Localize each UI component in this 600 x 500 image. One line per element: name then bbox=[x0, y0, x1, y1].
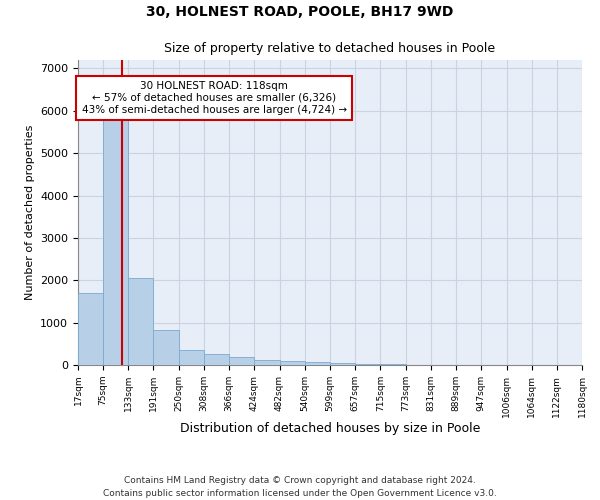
Bar bbox=[154, 330, 179, 365]
Bar bbox=[128, 278, 154, 365]
Text: 30 HOLNEST ROAD: 118sqm
← 57% of detached houses are smaller (6,326)
43% of semi: 30 HOLNEST ROAD: 118sqm ← 57% of detache… bbox=[82, 82, 347, 114]
Bar bbox=[280, 360, 305, 365]
Bar bbox=[355, 364, 380, 365]
Title: Size of property relative to detached houses in Poole: Size of property relative to detached ho… bbox=[164, 42, 496, 54]
Bar bbox=[179, 350, 204, 365]
Bar bbox=[103, 118, 128, 365]
Bar bbox=[380, 364, 406, 365]
Bar bbox=[330, 363, 355, 365]
Bar bbox=[305, 362, 330, 365]
Bar bbox=[229, 357, 254, 365]
Bar bbox=[254, 360, 280, 365]
Y-axis label: Number of detached properties: Number of detached properties bbox=[25, 125, 35, 300]
Bar bbox=[78, 293, 103, 365]
Text: Contains HM Land Registry data © Crown copyright and database right 2024.
Contai: Contains HM Land Registry data © Crown c… bbox=[103, 476, 497, 498]
X-axis label: Distribution of detached houses by size in Poole: Distribution of detached houses by size … bbox=[180, 422, 480, 436]
Bar bbox=[204, 354, 229, 365]
Text: 30, HOLNEST ROAD, POOLE, BH17 9WD: 30, HOLNEST ROAD, POOLE, BH17 9WD bbox=[146, 5, 454, 19]
